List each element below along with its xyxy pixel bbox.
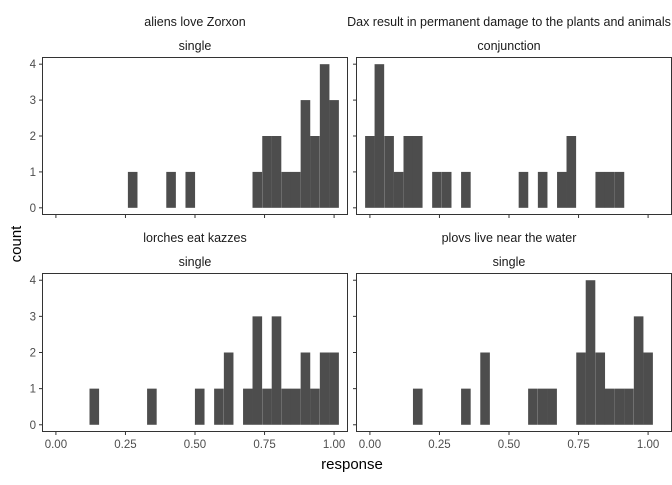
- histogram-bar: [557, 171, 567, 208]
- histogram-bar: [166, 171, 176, 208]
- histogram-bar: [252, 171, 263, 208]
- histogram-bar: [518, 171, 529, 208]
- histogram-bar: [604, 388, 615, 425]
- histogram-bar: [537, 388, 548, 425]
- y-tick-label: 3: [30, 95, 36, 107]
- histogram-bar: [310, 136, 320, 208]
- y-tick-label: 1: [30, 384, 36, 396]
- histogram-bar: [300, 100, 311, 208]
- histogram-bar: [643, 352, 653, 425]
- panel-border: [42, 57, 348, 215]
- histogram-bar: [89, 388, 100, 425]
- x-tick-label: 0.50: [184, 439, 206, 451]
- y-tick-label: 3: [30, 311, 36, 323]
- x-tick-label: 0.50: [498, 439, 520, 451]
- facet-condition: single: [179, 255, 212, 269]
- x-tick-label: 0.25: [114, 439, 136, 451]
- histogram-bar: [537, 171, 548, 208]
- facet-title: plovs live near the water: [442, 231, 577, 245]
- histogram-bar: [310, 388, 320, 425]
- histogram-bar: [595, 171, 606, 208]
- histogram-bar: [262, 136, 272, 208]
- histogram-bar: [624, 388, 634, 425]
- histogram-bar: [194, 388, 205, 425]
- facet-title: lorches eat kazzes: [143, 231, 247, 245]
- histogram-bar: [271, 316, 282, 425]
- bars-group: [127, 64, 339, 208]
- histogram-bar: [585, 280, 596, 425]
- histogram-bar: [480, 352, 490, 425]
- histogram-bar: [595, 352, 606, 425]
- histogram-bar: [281, 171, 292, 208]
- histogram-bar: [441, 171, 452, 208]
- histogram-bar: [127, 171, 138, 208]
- histogram-bar: [633, 316, 644, 425]
- histogram-bar: [432, 171, 442, 208]
- x-tick-label: 0.00: [45, 439, 67, 451]
- facet-condition: single: [493, 255, 526, 269]
- histogram-bar: [393, 171, 404, 208]
- histogram-bar: [566, 136, 577, 208]
- histogram-bar: [252, 316, 263, 425]
- histogram-bar: [461, 388, 471, 425]
- panel-border: [42, 273, 348, 432]
- histogram-bar: [547, 388, 557, 425]
- x-tick-label: 0.75: [253, 439, 275, 451]
- histogram-bar: [214, 388, 224, 425]
- bars-group: [412, 280, 653, 425]
- bars-group: [365, 64, 625, 208]
- facet-title: aliens love Zorxon: [144, 15, 245, 29]
- y-tick-label: 2: [30, 348, 36, 360]
- y-tick-label: 2: [30, 131, 36, 143]
- histogram-bar: [374, 64, 385, 208]
- histogram-bar: [262, 388, 272, 425]
- histogram-bar: [319, 352, 330, 425]
- histogram-bar: [281, 388, 292, 425]
- histogram-bar: [271, 136, 282, 208]
- y-axis-title: count: [8, 225, 25, 263]
- histogram-bar: [185, 171, 196, 208]
- histogram-bar: [300, 352, 311, 425]
- histogram-bar: [604, 171, 615, 208]
- histogram-bar: [329, 352, 339, 425]
- histogram-bar: [528, 388, 538, 425]
- y-tick-label: 0: [30, 420, 36, 432]
- facet-title: Dax result in permanent damage to the pl…: [347, 15, 671, 29]
- histogram-bar: [403, 136, 414, 208]
- x-tick-label: 0.25: [428, 439, 450, 451]
- histogram-bar: [329, 100, 339, 208]
- histogram-bar: [147, 388, 157, 425]
- y-tick-label: 4: [30, 59, 37, 71]
- bars-group: [89, 316, 339, 425]
- histogram-bar: [223, 352, 234, 425]
- x-tick-label: 1.00: [637, 439, 659, 451]
- histogram-bar: [412, 388, 423, 425]
- y-tick-label: 4: [30, 275, 37, 287]
- histogram-bar: [614, 388, 625, 425]
- x-tick-label: 0.75: [567, 439, 589, 451]
- histogram-bar: [384, 136, 394, 208]
- x-tick-label: 1.00: [323, 439, 345, 451]
- histogram-bar: [290, 388, 301, 425]
- x-axis-title: response: [321, 456, 383, 473]
- histogram-bar: [243, 388, 253, 425]
- facet-condition: single: [179, 39, 212, 53]
- y-tick-label: 0: [30, 203, 36, 215]
- histogram-bar: [576, 352, 586, 425]
- histogram-bar: [319, 64, 330, 208]
- x-tick-label: 0.00: [359, 439, 381, 451]
- facet-condition: conjunction: [477, 39, 540, 53]
- histogram-bar: [461, 171, 471, 208]
- histogram-bar: [412, 136, 423, 208]
- histogram-bar: [365, 136, 375, 208]
- histogram-bar: [614, 171, 625, 208]
- histogram-bar: [290, 171, 301, 208]
- y-tick-label: 1: [30, 167, 36, 179]
- panel-background: [356, 57, 672, 215]
